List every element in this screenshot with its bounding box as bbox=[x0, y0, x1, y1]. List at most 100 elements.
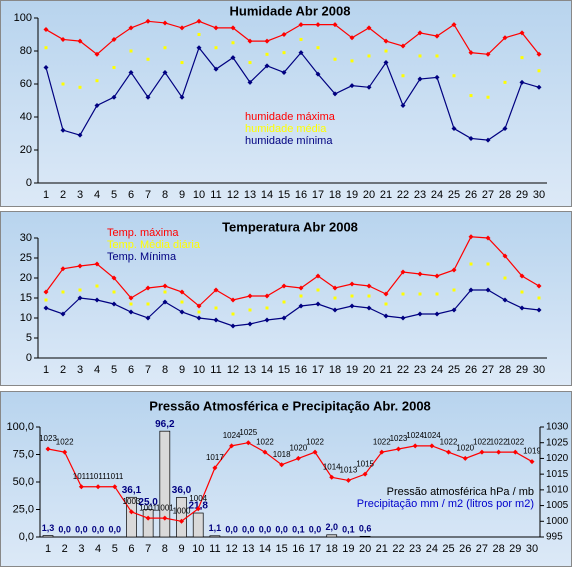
x-tick-label: 25 bbox=[448, 189, 460, 201]
y-tick-label: 20 bbox=[20, 144, 32, 156]
y-tick-label: 0,0 bbox=[19, 531, 34, 543]
x-tick-label: 18 bbox=[329, 189, 341, 201]
marker bbox=[538, 297, 541, 300]
x-tick-label: 5 bbox=[111, 364, 117, 376]
x-tick-label: 21 bbox=[380, 364, 392, 376]
point-value-label: 1023 bbox=[39, 434, 57, 443]
marker bbox=[249, 309, 252, 312]
bar-value-label: 96,2 bbox=[155, 419, 175, 430]
bar bbox=[160, 431, 170, 537]
bar bbox=[360, 536, 370, 537]
x-tick-label: 22 bbox=[397, 364, 409, 376]
legend-entry: humidade máxima bbox=[245, 111, 336, 123]
y-tick-label: 25 bbox=[20, 252, 32, 264]
y-tick-label: 40 bbox=[20, 111, 32, 123]
x-tick-label: 20 bbox=[363, 189, 375, 201]
marker bbox=[504, 81, 507, 84]
bar bbox=[143, 510, 153, 538]
marker bbox=[232, 41, 235, 44]
x-tick-label: 7 bbox=[145, 543, 151, 555]
y-tick-label: 5 bbox=[26, 332, 32, 344]
x-tick-label: 11 bbox=[209, 543, 220, 555]
x-tick-label: 6 bbox=[128, 543, 134, 555]
bar-value-label: 0,0 bbox=[75, 524, 88, 534]
y-tick-label: 75,0 bbox=[13, 448, 34, 460]
x-tick-label: 5 bbox=[112, 543, 118, 555]
x-tick-label: 8 bbox=[162, 189, 168, 201]
marker bbox=[215, 307, 218, 310]
point-value-label: 1022 bbox=[306, 437, 324, 446]
x-tick-label: 14 bbox=[261, 189, 273, 201]
marker bbox=[419, 54, 422, 57]
bar-value-label: 0,0 bbox=[309, 524, 322, 534]
x-tick-label: 19 bbox=[346, 364, 358, 376]
x-tick-label: 28 bbox=[492, 543, 504, 555]
marker bbox=[402, 74, 405, 77]
point-value-label: 1022 bbox=[256, 437, 274, 446]
y-tick-label: 20 bbox=[20, 272, 32, 284]
marker bbox=[96, 285, 99, 288]
x-tick-label: 3 bbox=[77, 364, 83, 376]
x-tick-label: 26 bbox=[465, 189, 477, 201]
x-tick-label: 29 bbox=[509, 543, 521, 555]
x-tick-label: 30 bbox=[533, 189, 545, 201]
x-tick-label: 22 bbox=[397, 189, 409, 201]
x-tick-label: 18 bbox=[326, 543, 338, 555]
legend-entry: Temp. Média diária bbox=[107, 239, 201, 251]
x-tick-label: 30 bbox=[526, 543, 538, 555]
marker bbox=[164, 46, 167, 49]
x-tick-label: 23 bbox=[409, 543, 421, 555]
marker bbox=[79, 86, 82, 89]
x-tick-label: 21 bbox=[376, 543, 388, 555]
x-tick-label: 27 bbox=[476, 543, 488, 555]
point-value-label: 1020 bbox=[289, 444, 307, 453]
marker bbox=[96, 79, 99, 82]
x-tick-label: 26 bbox=[465, 364, 477, 376]
panel bbox=[1, 1, 572, 207]
marker bbox=[113, 66, 116, 69]
bar-value-label: 1,3 bbox=[42, 523, 55, 533]
marker bbox=[351, 295, 354, 298]
x-tick-label: 14 bbox=[259, 543, 271, 555]
x-tick-label: 2 bbox=[60, 364, 66, 376]
marker bbox=[317, 46, 320, 49]
y-tick-label: 60 bbox=[20, 78, 32, 90]
marker bbox=[147, 303, 150, 306]
marker bbox=[487, 263, 490, 266]
marker bbox=[504, 277, 507, 280]
x-tick-label: 2 bbox=[60, 189, 66, 201]
y2-tick-label: 995 bbox=[546, 532, 563, 543]
x-tick-label: 23 bbox=[414, 364, 426, 376]
marker bbox=[453, 74, 456, 77]
x-tick-label: 4 bbox=[95, 543, 101, 555]
marker bbox=[419, 293, 422, 296]
x-tick-label: 20 bbox=[363, 364, 375, 376]
marker bbox=[470, 94, 473, 97]
legend-entry: humidade mínima bbox=[245, 135, 333, 147]
marker bbox=[334, 297, 337, 300]
bar bbox=[43, 536, 53, 537]
y-tick-label: 30 bbox=[20, 232, 32, 244]
x-tick-label: 27 bbox=[482, 189, 494, 201]
y2-tick-label: 1010 bbox=[546, 484, 569, 495]
bar-value-label: 2,0 bbox=[325, 522, 338, 532]
y2-tick-label: 1030 bbox=[546, 422, 569, 433]
x-tick-label: 13 bbox=[244, 364, 256, 376]
marker bbox=[453, 289, 456, 292]
marker bbox=[266, 307, 269, 310]
point-value-label: 1023 bbox=[390, 434, 408, 443]
y2-tick-label: 1005 bbox=[546, 500, 569, 511]
x-tick-label: 3 bbox=[78, 543, 84, 555]
point-value-label: 1011 bbox=[89, 472, 107, 481]
marker bbox=[45, 46, 48, 49]
x-tick-label: 8 bbox=[162, 543, 168, 555]
y-tick-label: 80 bbox=[20, 45, 32, 57]
x-tick-label: 19 bbox=[346, 189, 358, 201]
point-value-label: 1022 bbox=[506, 437, 524, 446]
marker bbox=[181, 301, 184, 304]
x-tick-label: 21 bbox=[380, 189, 392, 201]
point-value-label: 1022 bbox=[490, 437, 508, 446]
x-tick-label: 9 bbox=[179, 364, 185, 376]
x-tick-label: 18 bbox=[329, 364, 341, 376]
x-tick-label: 13 bbox=[244, 189, 256, 201]
